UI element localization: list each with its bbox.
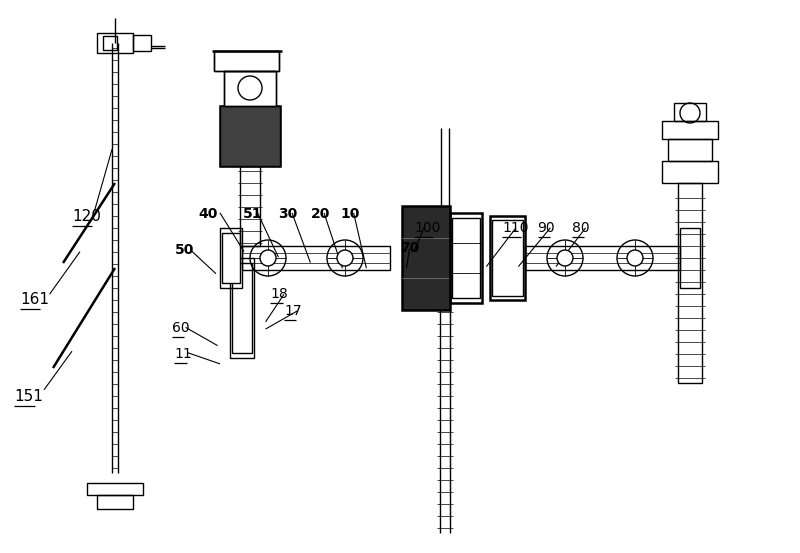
Text: 30: 30 xyxy=(278,207,298,221)
Circle shape xyxy=(627,250,643,266)
Bar xyxy=(97,495,133,509)
Text: 161: 161 xyxy=(20,292,49,307)
Bar xyxy=(103,36,117,50)
Text: 10: 10 xyxy=(340,207,359,221)
Bar xyxy=(450,213,482,303)
Bar xyxy=(452,218,480,298)
Bar xyxy=(220,228,242,288)
Bar xyxy=(214,51,279,71)
Text: 100: 100 xyxy=(414,221,441,235)
Bar xyxy=(662,121,718,139)
Bar xyxy=(678,183,702,383)
Bar xyxy=(214,51,279,71)
Bar xyxy=(242,246,390,270)
Bar xyxy=(133,35,151,51)
Text: 40: 40 xyxy=(198,207,218,221)
Text: 80: 80 xyxy=(572,221,590,235)
Text: 70: 70 xyxy=(400,242,419,255)
Bar xyxy=(220,106,280,166)
Text: 90: 90 xyxy=(538,221,555,235)
Text: 51: 51 xyxy=(242,207,262,221)
Bar xyxy=(97,33,133,53)
Circle shape xyxy=(260,250,276,266)
Bar xyxy=(662,161,718,183)
Text: 17: 17 xyxy=(284,304,302,318)
Text: 18: 18 xyxy=(270,288,288,301)
Text: 120: 120 xyxy=(72,209,101,224)
Text: 20: 20 xyxy=(310,207,330,221)
Bar xyxy=(87,483,143,495)
Bar xyxy=(224,71,276,106)
Bar xyxy=(222,233,240,283)
Bar xyxy=(232,263,252,353)
Text: 60: 60 xyxy=(172,321,190,335)
Text: 50: 50 xyxy=(174,243,194,257)
Bar xyxy=(492,220,523,296)
Bar xyxy=(224,71,276,106)
Bar xyxy=(490,216,525,300)
Bar xyxy=(402,206,450,310)
Bar xyxy=(668,139,712,161)
Bar xyxy=(230,258,254,358)
Text: 151: 151 xyxy=(14,389,43,404)
Bar xyxy=(680,228,700,288)
Text: 11: 11 xyxy=(174,347,192,361)
Bar xyxy=(240,166,260,246)
Circle shape xyxy=(337,250,353,266)
Text: 110: 110 xyxy=(502,221,529,235)
Bar xyxy=(525,246,680,270)
Circle shape xyxy=(557,250,573,266)
Bar xyxy=(674,103,706,121)
Bar xyxy=(220,106,280,166)
